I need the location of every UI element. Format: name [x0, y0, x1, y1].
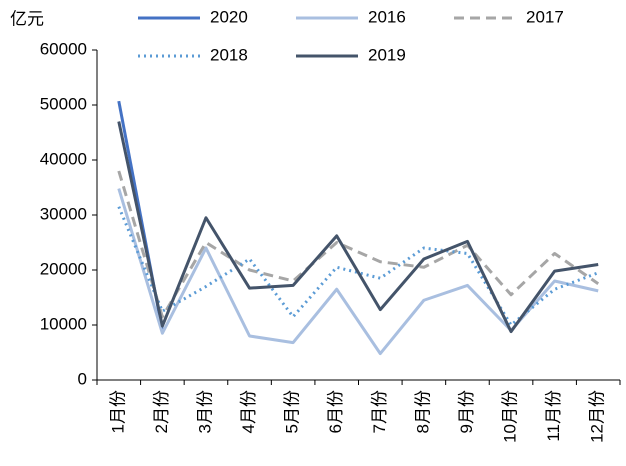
- legend-label: 2016: [368, 7, 406, 26]
- x-tick-label: 5月份: [283, 390, 302, 433]
- y-axis-label: 亿元: [10, 9, 44, 28]
- series-line: [117, 170, 600, 319]
- y-tick-label: 50000: [40, 94, 87, 113]
- y-tick-label: 30000: [40, 204, 87, 223]
- x-tick-label: 8月份: [413, 390, 432, 433]
- y-tick-label: 40000: [40, 149, 87, 168]
- y-tick-label: 0: [78, 369, 87, 388]
- x-tick-label: 1月份: [108, 390, 127, 433]
- y-tick-label: 10000: [40, 314, 87, 333]
- x-tick-label: 12月份: [588, 390, 607, 443]
- legend-label: 2020: [210, 7, 248, 26]
- y-tick-label: 20000: [40, 259, 87, 278]
- x-tick-label: 9月份: [457, 390, 476, 433]
- x-tick-label: 2月份: [152, 390, 171, 433]
- legend-label: 2017: [526, 7, 564, 26]
- y-tick-label: 60000: [40, 39, 87, 58]
- x-tick-label: 6月份: [326, 390, 345, 433]
- x-tick-label: 11月份: [544, 390, 563, 442]
- x-tick-label: 10月份: [501, 390, 520, 443]
- legend-label: 2018: [210, 45, 248, 64]
- x-tick-label: 4月份: [239, 390, 258, 433]
- legend-label: 2019: [368, 45, 406, 64]
- series-line: [117, 121, 599, 334]
- x-tick-label: 3月份: [195, 390, 214, 433]
- x-tick-label: 7月份: [370, 390, 389, 433]
